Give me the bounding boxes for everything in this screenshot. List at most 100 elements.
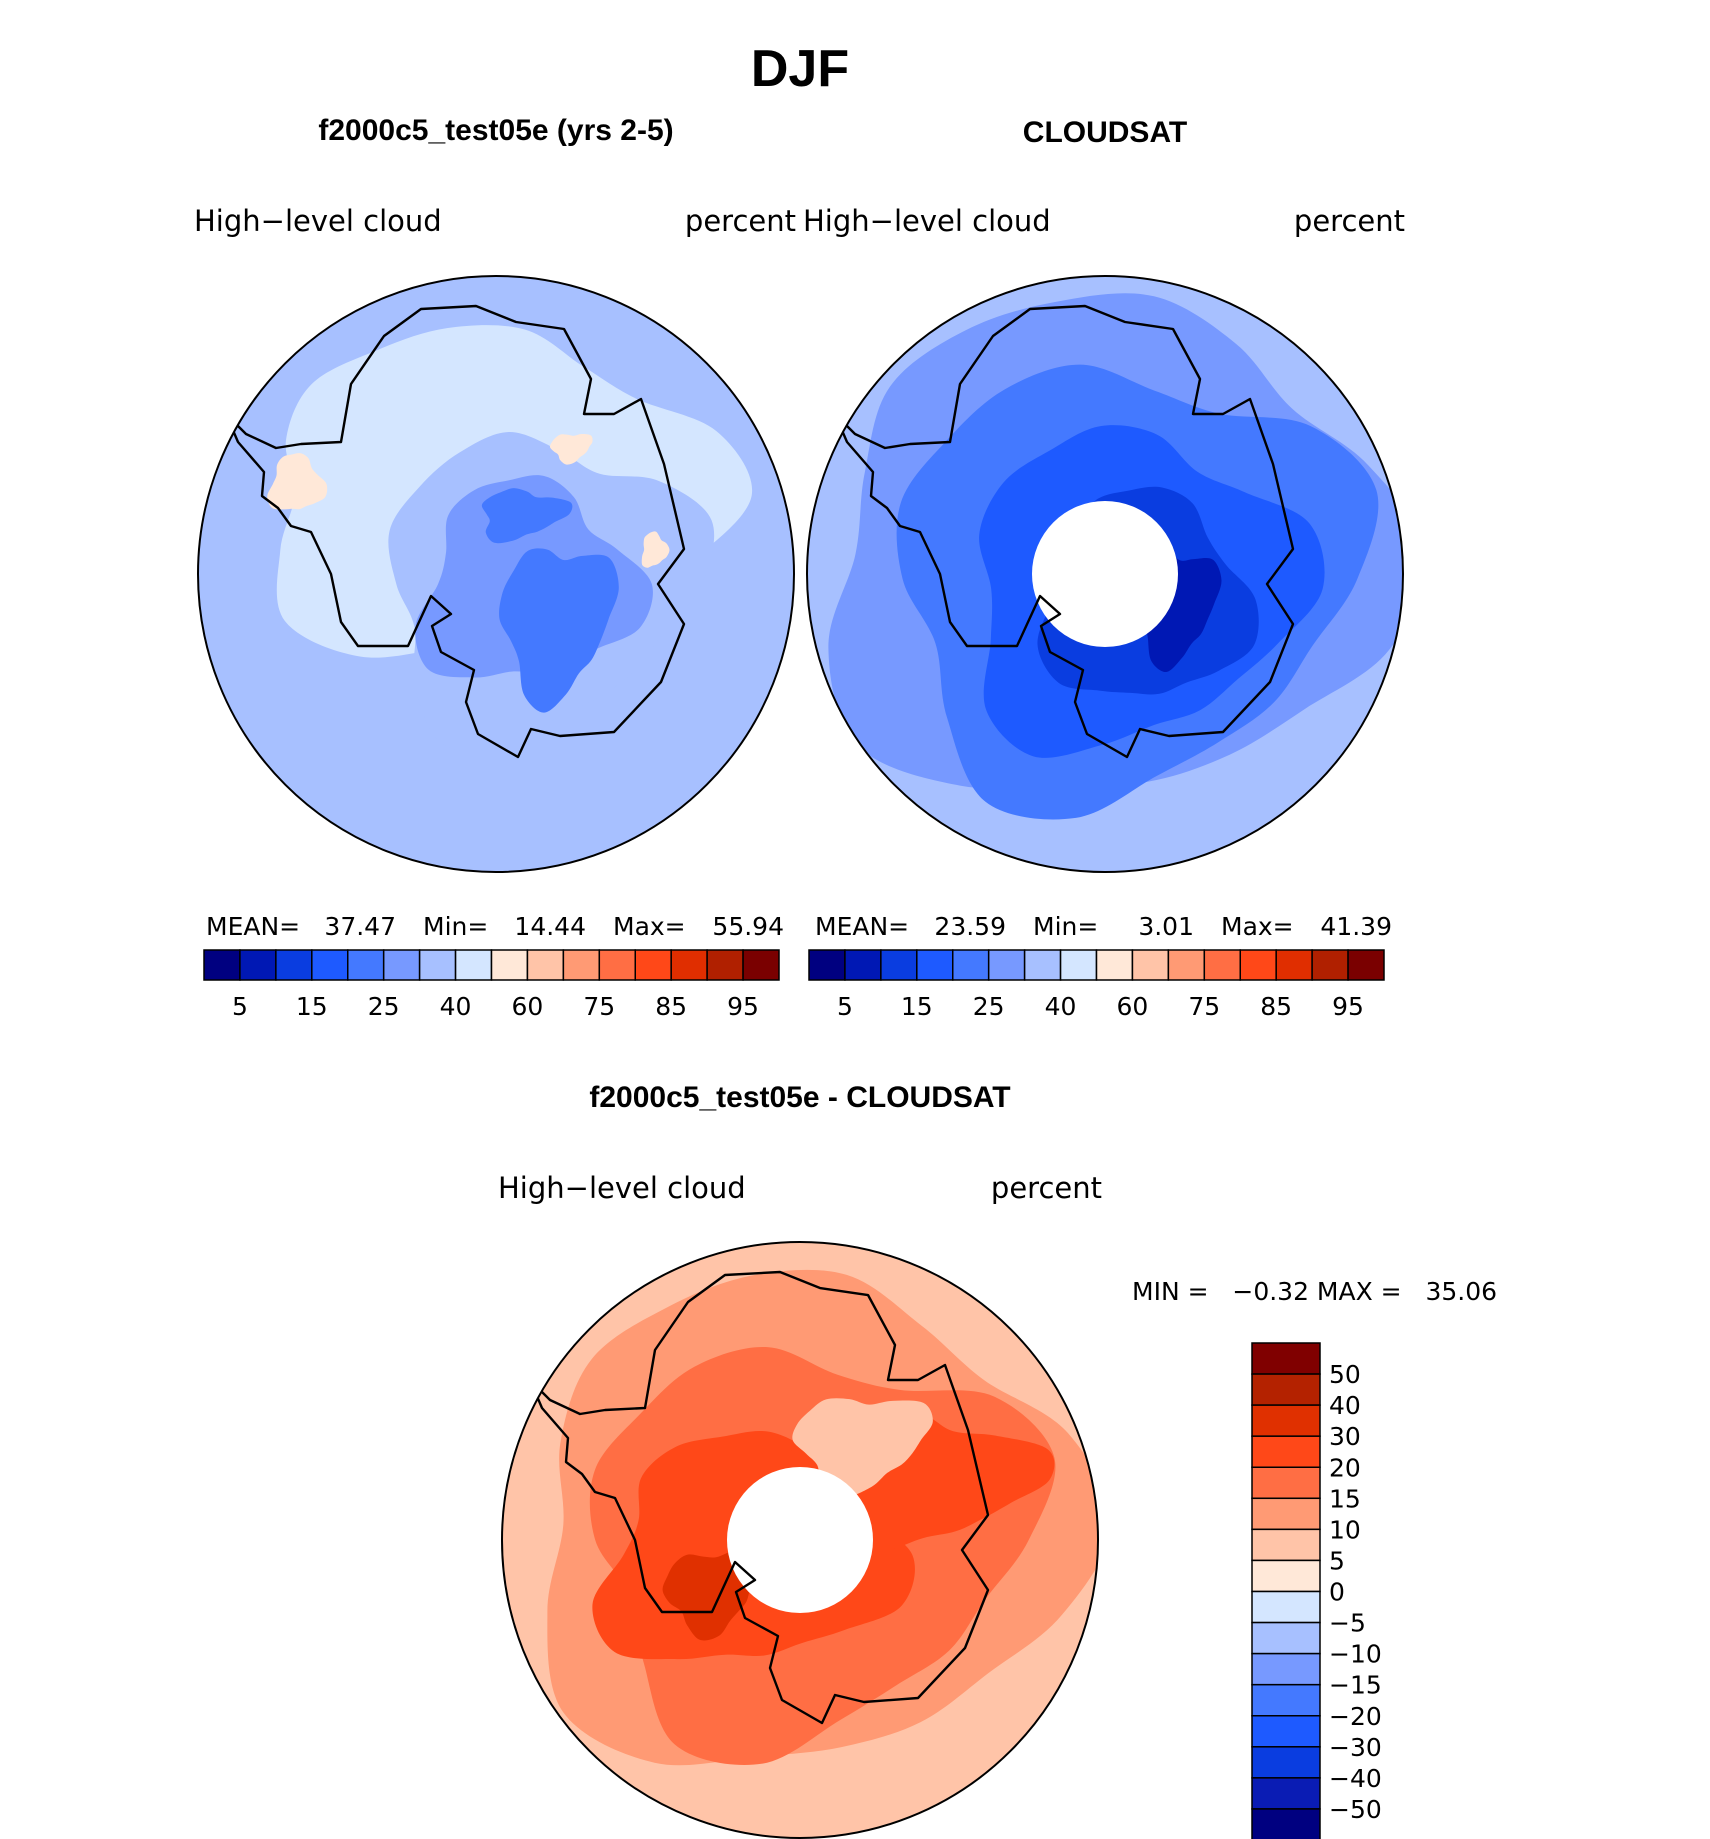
- cbarC-tick-label: −50: [1329, 1795, 1382, 1824]
- figure-title: DJF: [751, 40, 849, 98]
- cbarB-tick-label: 60: [1117, 992, 1149, 1021]
- cbarB-swatch: [1059, 949, 1098, 981]
- panel-obs-units-label: percent: [1294, 204, 1405, 238]
- cbarB-swatch: [1311, 949, 1349, 981]
- cbarC-tick-label: 15: [1329, 1484, 1361, 1513]
- cbarC-swatch: [1251, 1746, 1321, 1779]
- cbarC-swatch: [1251, 1404, 1321, 1437]
- mapC-contour-5: [792, 1398, 933, 1497]
- cbarA-tick-label: 85: [655, 992, 687, 1021]
- cbarC-swatch: [1251, 1652, 1321, 1686]
- mapA-contour-6: [267, 453, 328, 510]
- panel-diff-units-label: percent: [991, 1171, 1102, 1205]
- cbarC-swatch: [1251, 1435, 1321, 1468]
- cbarA-tick-label: 40: [440, 992, 472, 1021]
- cbarA-swatch: [526, 949, 565, 981]
- cbarC-tick-label: 5: [1329, 1546, 1345, 1575]
- panel-model-variable-label: High−level cloud: [194, 204, 442, 238]
- cbarA-tick-label: 95: [727, 992, 759, 1021]
- cbarB-swatch: [952, 949, 990, 981]
- cbarB-swatch: [1347, 949, 1385, 981]
- panel-diff-map: [501, 1241, 1099, 1839]
- cbarB-swatch: [1023, 949, 1062, 981]
- panel-diff-variable-label: High−level cloud: [498, 1171, 746, 1205]
- cbarC-tick-label: −20: [1329, 1702, 1382, 1731]
- cbarB-swatch: [880, 949, 918, 981]
- cbarA-swatch: [239, 949, 277, 981]
- panel-model-title: f2000c5_test05e (yrs 2-5): [318, 114, 673, 147]
- panel-diff-title: f2000c5_test05e - CLOUDSAT: [589, 1081, 1010, 1114]
- cbarB-swatch: [1275, 949, 1313, 981]
- panel-model-mean-value: 37.47: [324, 912, 396, 941]
- cbarC-swatch: [1251, 1715, 1321, 1748]
- cbarA-swatch: [598, 949, 636, 981]
- panel-obs-variable-label: High−level cloud: [803, 204, 1051, 238]
- cbarA-swatch: [311, 949, 349, 981]
- cbarA-tick-label: 5: [232, 992, 248, 1021]
- cbarC-tick-label: 0: [1329, 1578, 1345, 1607]
- cbarC-tick-label: 10: [1329, 1515, 1361, 1544]
- cbarB-tick-label: 5: [837, 992, 853, 1021]
- cbarB-swatch: [1239, 949, 1277, 981]
- panel-obs-mean-label: MEAN=: [815, 912, 909, 941]
- cbarC-swatch: [1251, 1497, 1321, 1531]
- cbarB-tick-label: 15: [901, 992, 933, 1021]
- cbarC-swatch: [1251, 1466, 1321, 1500]
- panel-obs-title: CLOUDSAT: [1023, 116, 1187, 149]
- panel-obs-min-label: Min=: [1033, 912, 1098, 941]
- cbarC-tick-label: −30: [1329, 1733, 1382, 1762]
- panel-obs-map: [806, 275, 1404, 873]
- panel-model-min-label: Min=: [423, 912, 488, 941]
- mapA-contour-8: [641, 531, 670, 568]
- panel-obs-mean-value: 23.59: [934, 912, 1006, 941]
- panel-model-max-label: Max=: [613, 912, 686, 941]
- panel-obs-min-value: 3.01: [1138, 912, 1194, 941]
- mapA-contour-7: [549, 434, 593, 465]
- cbarA-tick-label: 25: [368, 992, 400, 1021]
- cbarC-swatch: [1251, 1528, 1321, 1562]
- panel-model-max-value: 55.94: [712, 912, 784, 941]
- mapC-polar-gap: [727, 1467, 873, 1613]
- panel-obs-colorbar-ticks: 5 15 25 40 60 75 85 95: [837, 992, 1364, 1021]
- cbarB-tick-label: 25: [973, 992, 1005, 1021]
- cbarB-swatch: [1203, 949, 1241, 981]
- panel-model-colorbar-ticks: 5 15 25 40 60 75 85 95: [232, 992, 759, 1021]
- cbarC-tick-label: 50: [1329, 1360, 1361, 1389]
- mapA-contour-5: [481, 488, 573, 544]
- cbarB-tick-label: 75: [1188, 992, 1220, 1021]
- panel-obs-colorbar: [808, 949, 1385, 981]
- cbarA-swatch: [203, 949, 241, 981]
- cbarB-swatch: [987, 949, 1026, 981]
- cbarC-tick-label: −40: [1329, 1764, 1382, 1793]
- cbarA-tick-label: 15: [296, 992, 328, 1021]
- cbarB-swatch: [1131, 949, 1170, 981]
- cbarA-swatch: [418, 949, 457, 981]
- panel-diff-colorbar: [1251, 1342, 1321, 1839]
- cbarA-swatch: [454, 949, 493, 981]
- cbarC-tick-label: −10: [1329, 1640, 1382, 1669]
- cbarB-tick-label: 85: [1260, 992, 1292, 1021]
- cbarB-swatch: [844, 949, 882, 981]
- cbarA-swatch: [275, 949, 313, 981]
- panel-model-min-value: 14.44: [514, 912, 586, 941]
- cbarA-swatch: [634, 949, 672, 981]
- cbarA-swatch: [670, 949, 708, 981]
- panel-diff-minmax: MIN = −0.32 MAX = 35.06: [1132, 1277, 1497, 1306]
- cbarC-swatch: [1251, 1342, 1321, 1375]
- cbarC-tick-label: −5: [1329, 1609, 1366, 1638]
- mapC-contour-6: [662, 1550, 757, 1641]
- cbarA-swatch: [706, 949, 744, 981]
- cbarA-swatch: [562, 949, 601, 981]
- cbarC-tick-label: 20: [1329, 1453, 1361, 1482]
- panel-model-mean-label: MEAN=: [206, 912, 300, 941]
- cbarB-swatch: [1167, 949, 1206, 981]
- cbarC-tick-label: −15: [1329, 1671, 1382, 1700]
- cbarB-swatch: [808, 949, 846, 981]
- cbarC-tick-label: 30: [1329, 1422, 1361, 1451]
- cbarB-swatch: [1095, 949, 1134, 981]
- cbarA-swatch: [347, 949, 385, 981]
- cbarC-tick-label: 40: [1329, 1391, 1361, 1420]
- panel-model-colorbar: [203, 949, 780, 981]
- cbarC-swatch: [1251, 1559, 1321, 1593]
